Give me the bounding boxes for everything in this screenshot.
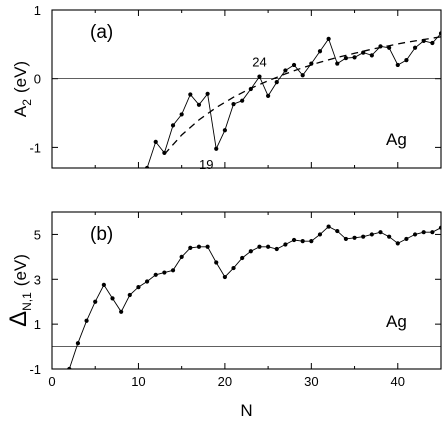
y-tick-label: 0 [34, 72, 41, 87]
data-point [222, 274, 227, 280]
data-point [136, 285, 141, 290]
x-axis-title: N [240, 401, 252, 420]
data-point [84, 318, 89, 323]
data-point [326, 224, 331, 229]
data-point [335, 61, 340, 66]
x-tick-label: 30 [304, 374, 318, 389]
point-annotation: 19 [199, 157, 213, 172]
data-point [110, 296, 115, 301]
y-tick-label: 1 [34, 3, 41, 18]
panel-label: (a) [90, 22, 113, 43]
panel-a: -1 0 1 A2(eV) (a) Ag 24 19 [11, 3, 442, 172]
data-point [369, 53, 374, 58]
x-tick-label: 10 [131, 374, 145, 389]
panel-b: 0 10 20 30 40 -1 1 3 5ΔN,1(eV) (b) Ag N [5, 211, 442, 420]
data-point [352, 235, 357, 240]
data-point [317, 49, 323, 54]
data-point [395, 62, 400, 68]
data-point [196, 244, 202, 249]
y-tick-label: -1 [29, 140, 41, 155]
y-axis-title: ΔN,1(eV) [5, 254, 34, 327]
panel-label: (b) [90, 224, 113, 245]
data-point [75, 341, 81, 346]
data-point [387, 234, 392, 239]
data-point [412, 45, 418, 50]
data-point [153, 272, 158, 277]
x-tick-label: 40 [391, 374, 405, 389]
data-point [430, 230, 435, 235]
data-point [119, 309, 124, 314]
data-point [335, 228, 340, 234]
plot-frame [51, 9, 442, 169]
data-point [387, 45, 392, 50]
element-label: Ag [386, 130, 407, 149]
data-point [317, 232, 323, 237]
data-point [231, 265, 236, 271]
data-point [257, 244, 262, 249]
data-point [179, 112, 184, 117]
data-point [222, 128, 227, 133]
data-point [274, 246, 279, 252]
data-point [283, 242, 288, 247]
point-annotation: 24 [252, 55, 266, 70]
data-point [127, 292, 132, 298]
data-point [196, 102, 202, 107]
data-point [188, 92, 193, 97]
y-tick-label: 5 [34, 227, 41, 242]
data-line [68, 226, 441, 369]
data-point [214, 146, 219, 151]
data-point [283, 68, 288, 73]
data-point [248, 249, 253, 254]
data-point [309, 239, 314, 244]
data-point [378, 230, 383, 235]
data-point [361, 234, 366, 239]
data-point [153, 139, 158, 144]
data-point [300, 73, 305, 78]
data-point [412, 232, 418, 237]
fit-curve [163, 36, 441, 155]
y-tick-label: -1 [29, 362, 41, 377]
data-point [291, 62, 297, 68]
data-point [214, 260, 219, 265]
data-point [343, 55, 349, 61]
data-point [291, 237, 297, 243]
data-point [188, 245, 193, 250]
y-axis-title: A2(eV) [11, 61, 34, 117]
data-point [421, 230, 426, 235]
data-point [343, 236, 349, 242]
plot-frame [51, 211, 442, 370]
data-point [430, 40, 435, 46]
data-point [395, 241, 400, 246]
data-point [205, 91, 210, 96]
data-point [266, 244, 271, 249]
data-point [404, 236, 409, 242]
y-tick-label: 3 [34, 272, 41, 287]
data-point [170, 268, 176, 273]
data-point [369, 232, 374, 237]
data-point [240, 255, 245, 261]
data-point [300, 239, 305, 244]
data-point [179, 254, 184, 259]
y-tick-label: 1 [34, 317, 41, 332]
data-point [240, 98, 245, 103]
element-label: Ag [386, 312, 407, 331]
data-point [404, 58, 409, 63]
x-tick-label: 20 [218, 374, 232, 389]
data-point [352, 55, 357, 60]
x-tick-label: 0 [48, 374, 55, 389]
data-point [101, 282, 106, 287]
data-point [231, 102, 236, 107]
data-point [274, 80, 279, 85]
data-point [144, 279, 150, 284]
data-point [266, 93, 271, 98]
data-point [326, 36, 331, 41]
data-point [93, 299, 98, 304]
data-point [162, 270, 167, 275]
data-point [257, 74, 262, 79]
data-point [205, 244, 210, 249]
data-point [170, 123, 176, 128]
